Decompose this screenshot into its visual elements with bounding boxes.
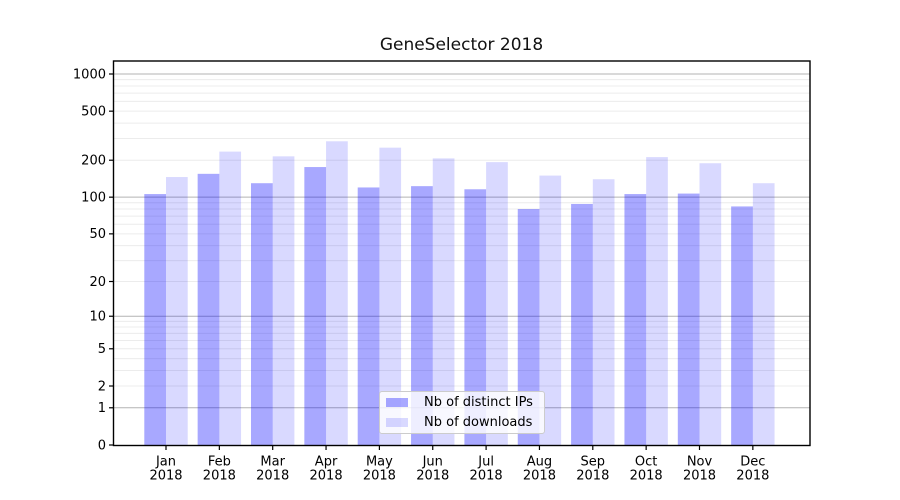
x-tick-label-year: 2018 <box>363 469 396 484</box>
x-tick-label-year: 2018 <box>310 469 343 484</box>
bar-downloads <box>219 151 242 446</box>
y-tick-label: 1000 <box>73 67 106 82</box>
bar-distinct-ips <box>571 203 593 446</box>
bar-downloads <box>752 183 775 446</box>
bar-distinct-ips <box>197 173 220 446</box>
x-tick-label-year: 2018 <box>576 469 609 484</box>
y-tick-label: 0 <box>98 438 106 453</box>
x-tick-label-month: Nov <box>687 455 713 470</box>
bar-distinct-ips <box>517 209 540 446</box>
x-tick-label-month: Jun <box>422 455 443 470</box>
x-tick-label-month: Dec <box>740 455 765 470</box>
x-tick-label-year: 2018 <box>416 469 449 484</box>
bar-distinct-ips <box>624 194 647 446</box>
bar-distinct-ips <box>411 186 433 446</box>
x-tick-label-year: 2018 <box>523 469 556 484</box>
bar-distinct-ips <box>304 167 327 446</box>
bar-downloads <box>379 147 402 446</box>
legend-item-downloads: Nb of downloads <box>386 413 538 432</box>
bar-downloads <box>592 179 615 446</box>
bar-downloads <box>539 175 562 446</box>
x-tick-label-month: Aug <box>527 455 552 470</box>
x-tick-label-year: 2018 <box>256 469 289 484</box>
x-tick-label-month: Jul <box>477 455 494 470</box>
bar-distinct-ips <box>464 189 487 446</box>
legend: Nb of distinct IPs Nb of downloads <box>379 391 545 434</box>
bar-distinct-ips <box>731 206 753 446</box>
y-tick-label: 5 <box>98 342 106 357</box>
bar-distinct-ips <box>357 187 380 446</box>
legend-swatch-downloads <box>386 418 408 427</box>
chart-title: GeneSelector 2018 <box>379 35 544 55</box>
bar-downloads <box>272 156 295 446</box>
legend-label-distinct-ips: Nb of distinct IPs <box>424 395 533 410</box>
bar-downloads <box>326 141 348 446</box>
legend-label-downloads: Nb of downloads <box>424 415 533 430</box>
x-tick-label-year: 2018 <box>203 469 236 484</box>
y-tick-label: 200 <box>81 154 106 169</box>
bar-distinct-ips <box>677 193 700 446</box>
y-tick-label: 2 <box>98 379 106 394</box>
x-tick-label-month: Jan <box>155 455 176 470</box>
x-tick-label-year: 2018 <box>149 469 182 484</box>
bar-downloads <box>432 158 455 446</box>
x-tick-label-year: 2018 <box>736 469 769 484</box>
bar-downloads <box>699 163 722 446</box>
x-tick-label-year: 2018 <box>630 469 663 484</box>
x-tick-label-year: 2018 <box>683 469 716 484</box>
y-tick-label: 50 <box>89 227 106 242</box>
x-tick-label-month: Oct <box>635 455 657 470</box>
x-tick-label-month: Apr <box>315 455 338 470</box>
y-tick-label: 100 <box>81 190 106 205</box>
legend-swatch-distinct-ips <box>386 398 408 407</box>
x-tick-label-month: Feb <box>208 455 231 470</box>
y-tick-label: 1 <box>98 401 106 416</box>
bar-downloads <box>486 162 508 446</box>
y-tick-label: 20 <box>89 275 106 290</box>
y-tick-label: 10 <box>89 310 106 325</box>
x-tick-label-month: May <box>366 455 393 470</box>
y-tick-label: 500 <box>81 104 106 119</box>
x-tick-label-month: Sep <box>581 455 606 470</box>
bar-distinct-ips <box>251 183 273 446</box>
bar-downloads <box>646 157 668 446</box>
plot-frame <box>112 60 811 447</box>
legend-item-distinct-ips: Nb of distinct IPs <box>386 393 538 412</box>
bar-downloads <box>166 177 188 446</box>
x-tick-label-month: Mar <box>260 455 285 470</box>
bar-distinct-ips <box>144 194 166 446</box>
x-tick-label-year: 2018 <box>470 469 503 484</box>
